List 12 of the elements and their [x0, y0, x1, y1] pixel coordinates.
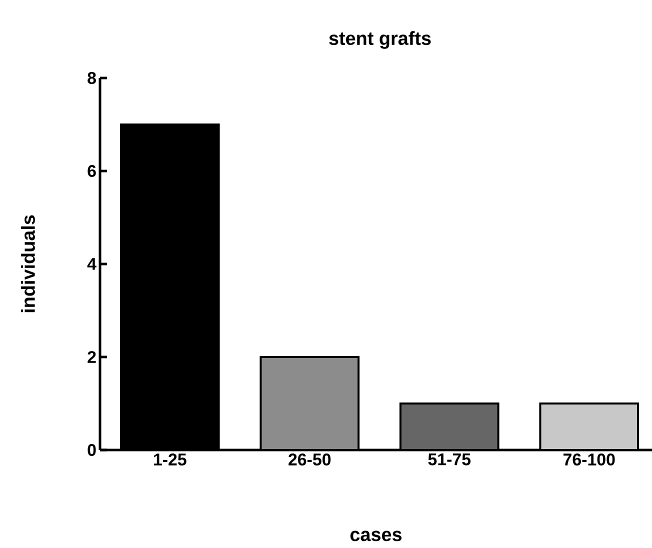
x-tick-label: 76-100 [563, 454, 615, 466]
y-tick-label: 2 [88, 351, 96, 363]
y-tick-label: 4 [87, 258, 96, 270]
x-tick-label: 26-50 [288, 454, 331, 466]
y-tick-label: 8 [88, 72, 96, 84]
y-axis-title: individuals [21, 215, 35, 312]
chart-title: stent grafts [329, 31, 431, 49]
y-tick-label: 0 [88, 444, 96, 456]
y-tick-label: 6 [88, 164, 96, 177]
x-axis-title: cases [350, 530, 402, 542]
x-tick-label: 51-75 [428, 454, 471, 466]
x-tick-label: 1-25 [154, 454, 186, 466]
